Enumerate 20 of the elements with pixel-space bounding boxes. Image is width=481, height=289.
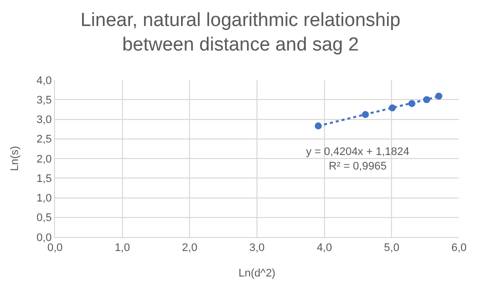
x-tick-label: 2,0 [182, 242, 198, 254]
x-tick-label: 6,0 [451, 242, 467, 254]
y-tick-label: 2,5 [36, 134, 52, 146]
chart-title: Linear, natural logarithmic relationship between distance and sag 2 [80, 10, 401, 56]
y-tick-label: 0,0 [36, 232, 52, 244]
y-tick-label: 0,5 [36, 212, 52, 224]
y-tick-label: 3,5 [36, 94, 52, 106]
y-tick-label: 1,5 [36, 172, 52, 185]
annotation: y = 0,4204x + 1,1824 R² = 0,9965 [306, 146, 410, 172]
y-tick-label: 4,0 [36, 74, 52, 87]
x-tick-label: 4,0 [316, 242, 332, 254]
y-tick-label: 3,0 [36, 114, 52, 126]
x-axis-title: Ln(d^2) [238, 267, 276, 280]
y-tick-label: 1,0 [36, 192, 52, 205]
x-tick-label: 0,0 [47, 242, 63, 254]
y-axis-title: Ln(s) [9, 146, 22, 172]
x-tick-label: 1,0 [114, 242, 130, 254]
y-tick-label: 2,0 [36, 153, 52, 166]
x-tick-label: 3,0 [249, 242, 265, 254]
x-tick-label: 5,0 [384, 242, 400, 254]
